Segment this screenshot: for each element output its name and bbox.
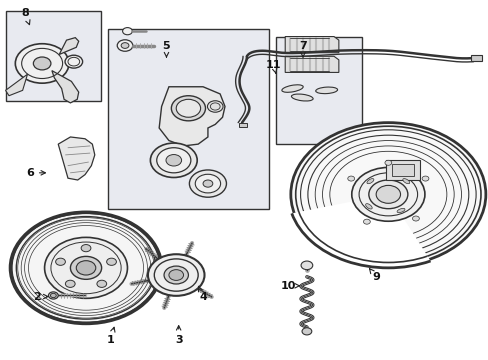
- Bar: [238, 123, 247, 127]
- Polygon shape: [59, 38, 79, 54]
- Circle shape: [122, 28, 132, 35]
- Ellipse shape: [396, 208, 404, 213]
- Circle shape: [65, 280, 75, 287]
- Text: 6: 6: [26, 168, 45, 178]
- Ellipse shape: [291, 94, 312, 101]
- Polygon shape: [159, 87, 224, 146]
- Circle shape: [412, 216, 419, 221]
- Circle shape: [375, 185, 400, 203]
- Text: 10: 10: [280, 281, 299, 291]
- Circle shape: [302, 328, 311, 335]
- Circle shape: [176, 99, 200, 117]
- Circle shape: [15, 44, 69, 83]
- Polygon shape: [285, 37, 338, 53]
- Circle shape: [65, 55, 82, 68]
- Bar: [108, 30, 268, 209]
- Circle shape: [50, 293, 56, 298]
- Bar: [391, 164, 413, 176]
- Circle shape: [81, 244, 91, 252]
- Circle shape: [171, 96, 205, 121]
- Circle shape: [189, 170, 226, 197]
- Circle shape: [165, 154, 181, 166]
- Circle shape: [70, 256, 102, 279]
- Circle shape: [368, 180, 407, 209]
- Ellipse shape: [281, 85, 303, 92]
- Text: 3: 3: [175, 326, 182, 345]
- Circle shape: [56, 258, 65, 265]
- Circle shape: [163, 266, 188, 284]
- Circle shape: [207, 101, 223, 112]
- Text: 9: 9: [369, 269, 379, 282]
- Polygon shape: [5, 74, 27, 96]
- Bar: [276, 37, 361, 144]
- Circle shape: [148, 254, 204, 296]
- Circle shape: [301, 261, 312, 270]
- Circle shape: [351, 167, 424, 221]
- Text: 11: 11: [265, 60, 281, 73]
- Circle shape: [117, 40, 133, 51]
- Circle shape: [44, 237, 127, 298]
- Ellipse shape: [315, 87, 337, 94]
- Text: 1: 1: [106, 327, 115, 345]
- Polygon shape: [58, 137, 95, 180]
- Circle shape: [203, 180, 212, 187]
- Circle shape: [363, 219, 369, 224]
- Circle shape: [150, 143, 197, 177]
- Circle shape: [121, 42, 129, 48]
- Circle shape: [106, 258, 116, 265]
- Circle shape: [76, 261, 96, 275]
- Circle shape: [157, 148, 190, 173]
- Circle shape: [290, 123, 485, 266]
- Text: 5: 5: [163, 41, 170, 57]
- Text: 2: 2: [33, 292, 48, 302]
- Ellipse shape: [366, 179, 373, 184]
- Polygon shape: [285, 56, 338, 72]
- Circle shape: [48, 292, 58, 299]
- Wedge shape: [291, 194, 430, 268]
- Circle shape: [168, 270, 183, 280]
- Ellipse shape: [402, 179, 409, 184]
- Circle shape: [97, 280, 106, 287]
- Bar: [470, 55, 481, 61]
- Circle shape: [10, 212, 161, 323]
- Bar: [5, 12, 101, 101]
- Text: 4: 4: [198, 286, 206, 302]
- Bar: [385, 160, 419, 180]
- Circle shape: [195, 174, 220, 193]
- Polygon shape: [52, 71, 79, 103]
- Circle shape: [421, 176, 428, 181]
- Circle shape: [347, 176, 354, 181]
- Circle shape: [33, 57, 51, 70]
- Ellipse shape: [365, 204, 371, 209]
- Circle shape: [384, 160, 391, 165]
- Text: 7: 7: [299, 41, 306, 57]
- Text: 8: 8: [21, 8, 30, 24]
